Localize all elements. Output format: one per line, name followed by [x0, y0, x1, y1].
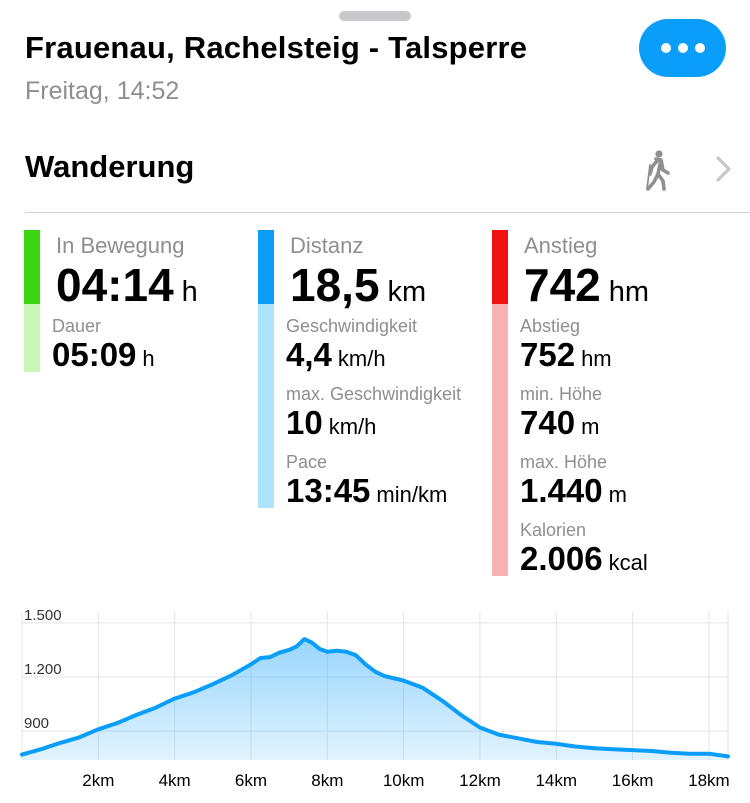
page-subtitle: Freitag, 14:52 [25, 77, 180, 105]
distance-value-number: 18,5 [290, 259, 380, 311]
min-altitude-value-number: 740 [520, 404, 576, 441]
speed-label: Geschwindigkeit [286, 316, 418, 336]
duration-bar [24, 304, 40, 372]
ascent-bar [492, 230, 508, 304]
divider [25, 212, 750, 213]
max-speed-label: max. Geschwindigkeit [286, 384, 462, 404]
descent-value-number: 752 [520, 336, 576, 373]
duration-value: 05:09 h [52, 336, 155, 374]
dot-icon [660, 43, 671, 53]
hiker-icon[interactable] [642, 149, 672, 191]
speed-unit: km/h [337, 346, 386, 371]
duration-value-number: 05:09 [52, 336, 137, 373]
distance-unit: km [387, 276, 427, 308]
pace-unit: min/km [376, 482, 448, 507]
sheet-grabber[interactable] [339, 11, 411, 21]
x-tick-label: 16km [612, 771, 654, 790]
moving-value: 04:14 h [56, 258, 198, 312]
calories-value-number: 2.006 [520, 540, 603, 577]
ascent-value: 742 hm [524, 258, 649, 312]
calories-unit: kcal [608, 550, 648, 575]
max-altitude-label: max. Höhe [520, 452, 608, 472]
y-tick-label: 900 [24, 715, 49, 732]
moving-label: In Bewegung [56, 233, 185, 258]
pace-label: Pace [286, 452, 328, 472]
max-altitude-value: 1.440 m [520, 472, 627, 510]
duration-label: Dauer [52, 316, 102, 336]
moving-value-number: 04:14 [56, 259, 174, 311]
max-speed-unit: km/h [328, 414, 377, 439]
distance-label: Distanz [290, 233, 364, 258]
dot-icon [677, 43, 688, 53]
ascent-sub-bar [492, 304, 508, 576]
activity-type: Wanderung [25, 149, 195, 184]
pace-value-number: 13:45 [286, 472, 371, 509]
x-tick-label: 14km [535, 771, 577, 790]
elevation-area [22, 639, 728, 760]
distance-value: 18,5 km [290, 258, 426, 312]
max-speed-value-number: 10 [286, 404, 323, 441]
y-tick-label: 1.500 [24, 607, 62, 624]
descent-label: Abstieg [520, 316, 581, 336]
calories-label: Kalorien [520, 520, 587, 540]
x-tick-label: 12km [459, 771, 501, 790]
max-speed-value: 10 km/h [286, 404, 376, 442]
x-tick-label: 8km [311, 771, 343, 790]
dot-icon [694, 43, 705, 53]
x-tick-label: 18km [688, 771, 730, 790]
min-altitude-label: min. Höhe [520, 384, 603, 404]
distance-bar [258, 230, 274, 304]
calories-value: 2.006 kcal [520, 540, 648, 578]
x-tick-label: 2km [82, 771, 114, 790]
ascent-label: Anstieg [524, 233, 598, 258]
speed-value: 4,4 km/h [286, 336, 386, 374]
max-altitude-unit: m [608, 482, 627, 507]
distance-sub-bar [258, 304, 274, 508]
elevation-line [20, 637, 730, 759]
moving-unit: h [181, 276, 198, 308]
min-altitude-value: 740 m [520, 404, 599, 442]
max-altitude-value-number: 1.440 [520, 472, 603, 509]
x-tick-label: 6km [235, 771, 267, 790]
ascent-unit: hm [608, 276, 650, 308]
x-tick-label: 10km [383, 771, 425, 790]
duration-unit: h [142, 346, 155, 371]
pace-value: 13:45 min/km [286, 472, 447, 510]
descent-unit: hm [581, 346, 612, 371]
chevron-right-icon[interactable] [714, 155, 734, 183]
descent-value: 752 hm [520, 336, 612, 374]
min-altitude-unit: m [581, 414, 600, 439]
speed-value-number: 4,4 [286, 336, 332, 373]
page-title: Frauenau, Rachelsteig - Talsperre [25, 30, 528, 65]
elevation-chart[interactable]: 900 1.200 1.500 2km 4km 6km 8km 10km 12km 14km 16k… [0, 600, 750, 803]
ascent-value-number: 742 [524, 259, 601, 311]
moving-bar [24, 230, 40, 304]
more-button[interactable] [639, 19, 726, 77]
y-tick-label: 1.200 [24, 661, 62, 678]
x-tick-label: 4km [159, 771, 191, 790]
